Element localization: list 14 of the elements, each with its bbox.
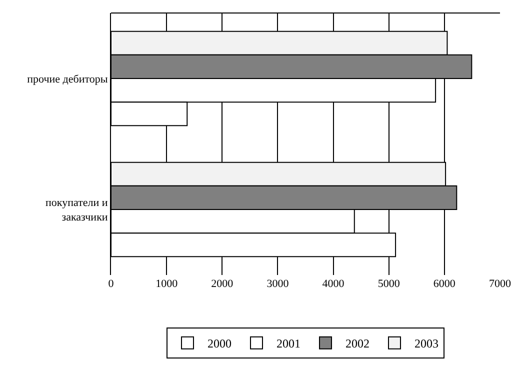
x-tick-label: 2000: [211, 278, 234, 290]
x-tick-label: 6000: [433, 278, 456, 290]
legend-label: 2002: [346, 336, 370, 351]
y-tick-label: покупатели и заказчики: [46, 197, 108, 224]
x-tick-label: 1000: [156, 278, 178, 290]
y-tick-label: прочие дебиторы: [27, 73, 108, 86]
legend-label: 2003: [414, 336, 438, 351]
x-tick-label: 7000: [489, 278, 512, 290]
x-tick-label: 4000: [322, 278, 345, 290]
legend-label: 2000: [208, 336, 232, 351]
legend-label: 2001: [276, 336, 300, 351]
x-tick-label: 0: [108, 278, 114, 290]
x-tick-label: 5000: [378, 278, 400, 290]
x-tick-label: 3000: [266, 278, 290, 290]
